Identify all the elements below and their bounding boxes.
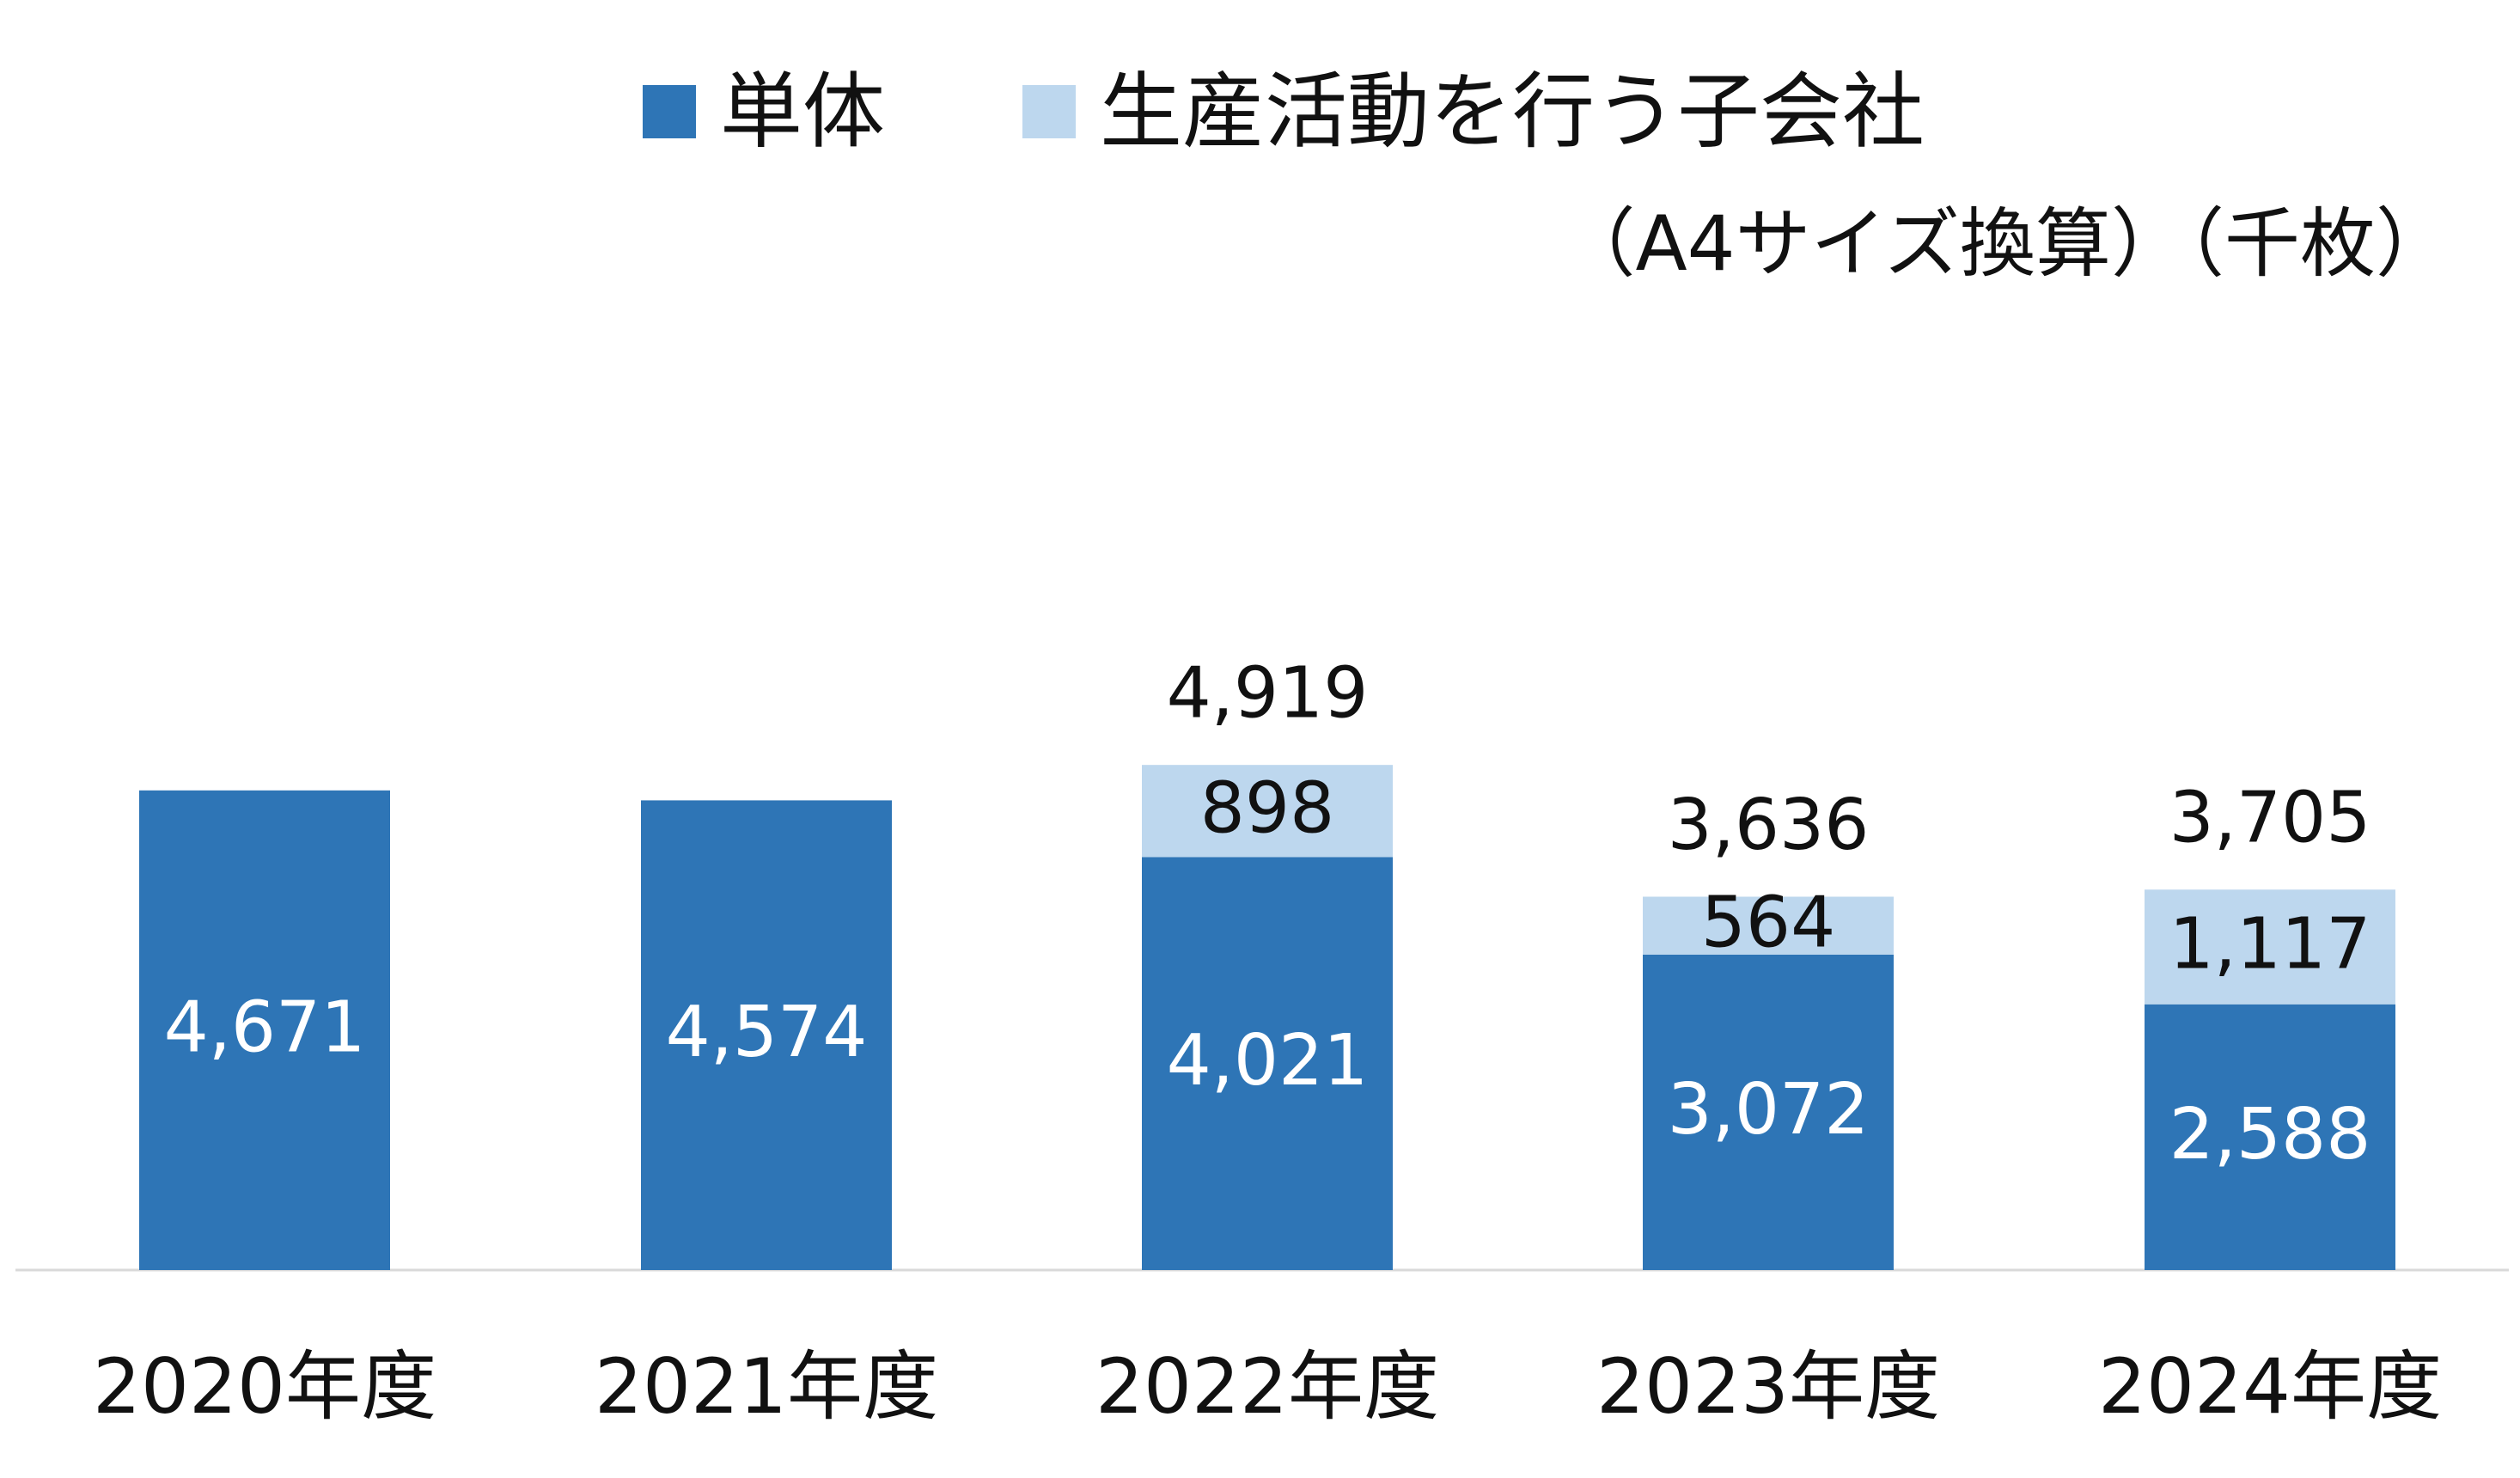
x-tick-label-5: 2024年度 xyxy=(2098,1342,2442,1431)
bar-single-5 xyxy=(2145,1004,2395,1270)
bar-subsidiaries-3 xyxy=(1142,765,1393,858)
data-label-subsidiaries-4: 564 xyxy=(1701,883,1836,964)
labels-group: 4,671 2020年度 4,574 2021年度 4,021 898 4,919 2022年… xyxy=(93,653,2442,1431)
data-label-single-1: 4,671 xyxy=(164,986,366,1068)
x-tick-label-3: 2022年度 xyxy=(1095,1342,1439,1431)
bar-single-4 xyxy=(1643,954,1894,1270)
data-label-subsidiaries-3: 898 xyxy=(1200,767,1335,849)
legend-swatch-subsidiaries xyxy=(1022,85,1076,138)
unit-note: （A4サイズ換算）（千枚） xyxy=(1559,199,2451,288)
data-label-single-2: 4,574 xyxy=(666,992,868,1073)
bar-subsidiaries-5 xyxy=(2145,889,2395,1005)
total-label-3: 4,919 xyxy=(1167,653,1369,735)
total-label-4: 3,636 xyxy=(1668,785,1870,866)
legend-item-single: 単体 xyxy=(643,60,885,163)
data-label-subsidiaries-5: 1,117 xyxy=(2169,903,2371,985)
legend-swatch-single xyxy=(643,85,696,138)
bar-subsidiaries-4 xyxy=(1643,896,1894,955)
bars-group xyxy=(139,765,2395,1270)
bar-single-2 xyxy=(641,800,892,1270)
legend-label-single: 単体 xyxy=(720,64,885,160)
x-tick-label-1: 2020年度 xyxy=(93,1342,436,1431)
legend-label-subsidiaries: 生産活動を行う子会社 xyxy=(1100,64,1925,160)
data-label-single-4: 3,072 xyxy=(1668,1069,1870,1151)
data-label-single-5: 2,588 xyxy=(2169,1094,2371,1176)
legend-item-subsidiaries: 生産活動を行う子会社 xyxy=(1022,60,1925,163)
total-label-5: 3,705 xyxy=(2169,778,2371,859)
bar-single-3 xyxy=(1142,857,1393,1270)
data-label-single-3: 4,021 xyxy=(1167,1020,1369,1102)
x-tick-label-4: 2023年度 xyxy=(1596,1342,1940,1431)
bar-single-1 xyxy=(139,790,390,1270)
x-tick-label-2: 2021年度 xyxy=(595,1342,938,1431)
